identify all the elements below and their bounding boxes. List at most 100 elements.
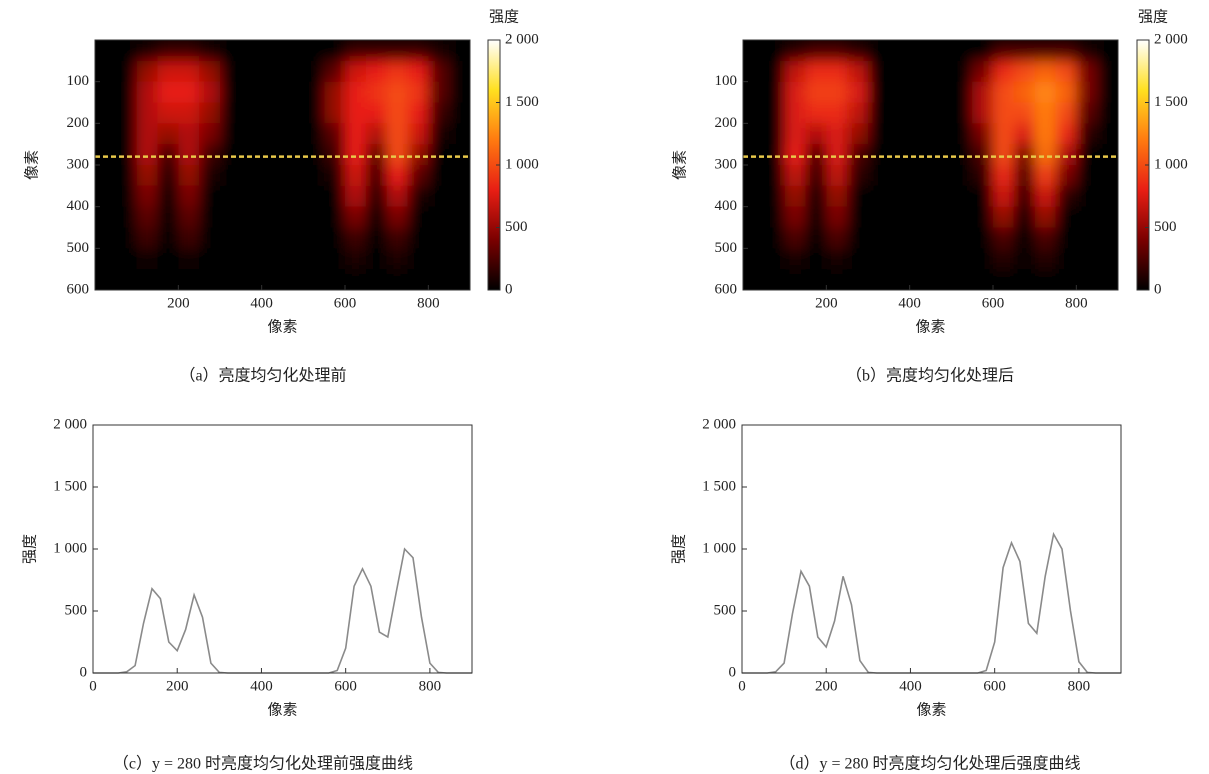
heatmap-cell — [345, 165, 367, 187]
heatmap-cell — [909, 40, 931, 62]
heatmap-cell — [95, 123, 117, 145]
heatmap-cell — [157, 269, 179, 290]
heatmap-cell — [972, 60, 994, 83]
heatmap-cell — [868, 102, 890, 124]
heatmap-cell — [763, 40, 786, 62]
heatmap-cell — [1055, 206, 1077, 228]
heatmap-cell — [951, 165, 973, 187]
heatmap-cell — [199, 185, 221, 208]
heatmap-cell — [240, 123, 263, 145]
heatmap-cell — [324, 81, 346, 103]
heatmap-cell — [365, 248, 388, 270]
heatmap-cell — [449, 40, 470, 62]
colorbar-tick-label: 1 500 — [1154, 94, 1188, 110]
heatmap-cell — [847, 185, 869, 208]
heatmap-cell — [868, 81, 890, 103]
heatmap-cell — [157, 165, 179, 187]
x-tick-label: 800 — [419, 678, 442, 694]
heatmap-cell — [345, 269, 367, 290]
heatmap-cell — [157, 123, 179, 145]
heatmap-cell — [240, 269, 263, 290]
heatmap-cell — [743, 165, 765, 187]
heatmap-cell — [365, 269, 388, 290]
heatmap-cell — [95, 248, 117, 270]
heatmap-cell — [282, 227, 304, 249]
heatmap-cell — [324, 227, 346, 249]
heatmap-cell — [1055, 185, 1077, 208]
heatmap-cell — [261, 227, 283, 249]
heatmap-cell — [888, 102, 911, 124]
heatmap-cell — [324, 165, 346, 187]
y-tick-label: 100 — [715, 73, 738, 89]
heatmap-cell — [993, 40, 1015, 62]
heatmap-cell — [1097, 81, 1118, 103]
heatmap-cell — [826, 206, 848, 228]
heatmap-cell — [763, 185, 786, 208]
heatmap-cell — [1013, 40, 1036, 62]
heatmap-cell — [909, 269, 931, 290]
heatmap-cell — [428, 123, 450, 145]
heatmap-cell — [784, 206, 806, 228]
y-tick-label: 500 — [714, 602, 737, 618]
heatmap-cell — [930, 102, 952, 124]
colorbar-tick-label: 2 000 — [505, 31, 539, 47]
heatmap-cell — [888, 60, 911, 83]
heatmap-cell — [972, 185, 994, 208]
heatmap-cell — [261, 81, 283, 103]
heatmap-cell — [1076, 248, 1098, 270]
heatmap-cell — [993, 269, 1015, 290]
heatmap-cell — [220, 206, 242, 228]
heatmap-cell — [972, 123, 994, 145]
heatmap-cell — [282, 40, 304, 62]
heatmap-cell — [951, 269, 973, 290]
heatmap-cell — [428, 227, 450, 249]
heatmap-cell — [324, 269, 346, 290]
y-tick-label: 200 — [67, 115, 90, 131]
colorbar-tick-label: 1 000 — [505, 156, 539, 172]
heatmap-cell — [324, 206, 346, 228]
y-tick-label: 0 — [80, 664, 88, 680]
heatmap-cell — [407, 227, 429, 249]
heatmap-cell — [220, 123, 242, 145]
y-axis-label: 像素 — [23, 150, 40, 180]
heatmap-cell — [930, 206, 952, 228]
heatmap-cell — [993, 248, 1015, 270]
heatmap-cell — [345, 123, 367, 145]
heatmap-cell — [743, 227, 765, 249]
heatmap-cell — [449, 123, 470, 145]
heatmap-cell — [847, 123, 869, 145]
heatmap-cell — [115, 40, 138, 62]
heatmap-cell — [178, 123, 200, 145]
heatmap-cell — [1097, 102, 1118, 124]
heatmap-cell — [428, 81, 450, 103]
heatmap-cell — [1034, 102, 1056, 124]
heatmap-cell — [847, 248, 869, 270]
heatmap-cell — [157, 248, 179, 270]
heatmap-cell — [199, 123, 221, 145]
heatmap-cell — [345, 185, 367, 208]
heatmap-cell — [449, 248, 470, 270]
heatmap-cell — [115, 123, 138, 145]
heatmap-cell — [805, 81, 827, 103]
heatmap-cell — [136, 40, 158, 62]
heatmap-cell — [1055, 40, 1077, 62]
heatmap-cell — [1097, 144, 1118, 166]
heatmap-cell — [784, 185, 806, 208]
heatmap-cell — [1034, 269, 1056, 290]
x-tick-label: 200 — [815, 678, 838, 694]
heatmap-cell — [763, 144, 786, 166]
heatmap-cell — [930, 165, 952, 187]
heatmap-cell — [1097, 185, 1118, 208]
heatmap-cell — [282, 165, 304, 187]
heatmap-cell — [888, 248, 911, 270]
heatmap-cell — [178, 40, 200, 62]
heatmap-cell — [888, 123, 911, 145]
heatmap-cell — [972, 165, 994, 187]
heatmap-cell — [1076, 40, 1098, 62]
heatmap-cell — [199, 40, 221, 62]
x-tick-label: 800 — [417, 295, 440, 311]
heatmap-cell — [1076, 102, 1098, 124]
heatmap-cell — [909, 81, 931, 103]
heatmap-cell — [199, 248, 221, 270]
heatmap-cell — [115, 144, 138, 166]
